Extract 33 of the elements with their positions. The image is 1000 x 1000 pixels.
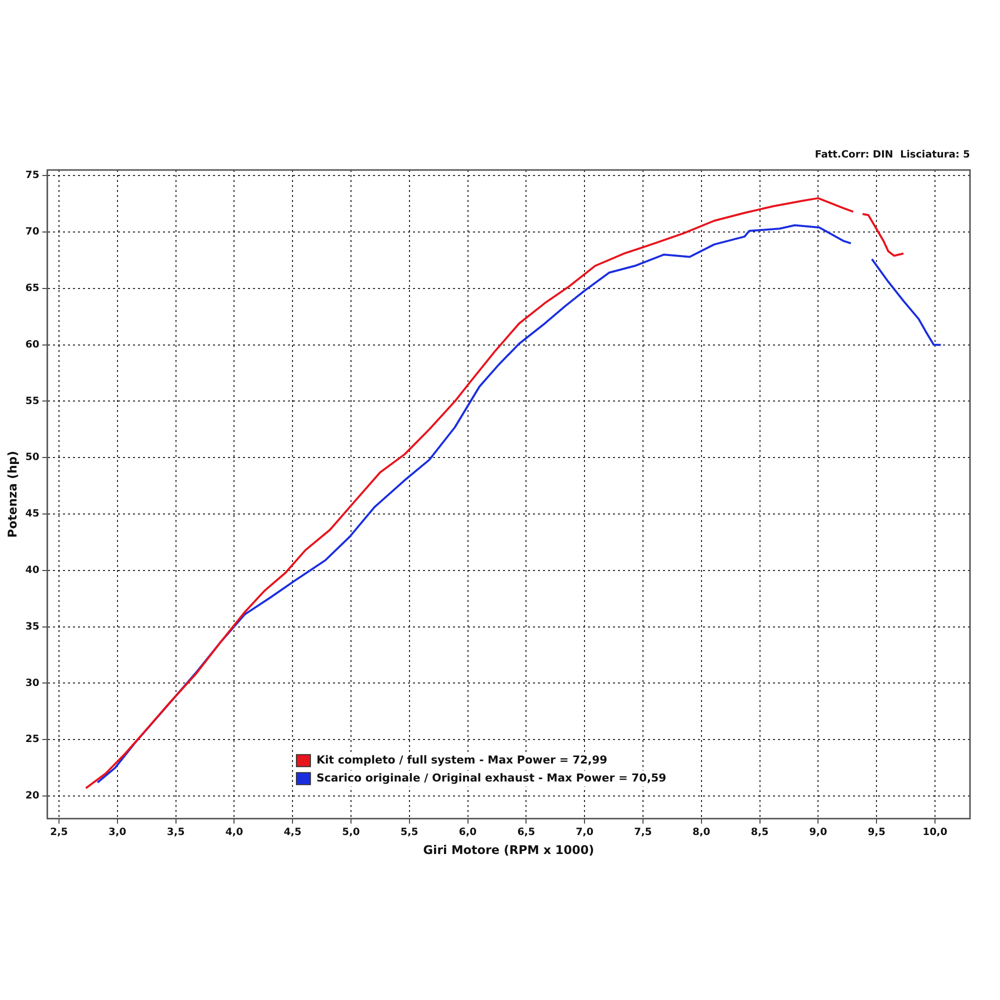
text: Fatt.Corr: DIN Lisciatura: 5: [814, 150, 970, 161]
x-axis-title: Giri Motore (RPM x 1000): [423, 842, 594, 857]
x-tick-label: 6,5: [517, 827, 536, 838]
y-tick-label: 60: [25, 339, 40, 350]
y-tick-label: 70: [25, 226, 40, 238]
x-tick-label: 2,5: [50, 827, 68, 838]
x-tick-label: 4,0: [225, 827, 244, 838]
x-tick-label: 5,5: [400, 827, 418, 838]
y-tick-label: 35: [25, 621, 40, 632]
y-tick-label: 40: [25, 565, 40, 576]
x-tick-label: 5,0: [342, 827, 360, 838]
x-tick-label: 10,0: [922, 827, 948, 838]
x-tick-label: 3,5: [166, 827, 185, 838]
legend-label: Scarico originale / Original exhaust - Max Power = 70,59: [316, 771, 666, 784]
y-tick-label: 55: [25, 396, 40, 407]
x-tick-label: 9,5: [868, 827, 886, 838]
y-tick-label: 20: [25, 790, 40, 802]
x-tick-label: 9,0: [809, 827, 828, 838]
y-tick-label: 75: [25, 170, 40, 182]
x-tick-label: 6,0: [458, 827, 477, 838]
y-axis-title: Potenza (hp): [5, 450, 20, 538]
x-tick-label: 8,0: [692, 827, 710, 838]
y-tick-label: 45: [25, 508, 40, 520]
y-tick-label: 65: [25, 283, 40, 294]
x-tick-label: 3,0: [108, 827, 126, 838]
x-tick-label: 8,5: [750, 827, 769, 838]
y-tick-label: 50: [25, 452, 40, 464]
x-tick-label: 7,5: [634, 827, 652, 838]
legend-label: Kit completo / full system - Max Power = 72,99: [316, 753, 608, 766]
y-tick-label: 30: [25, 678, 40, 689]
y-tick-label: 25: [25, 734, 40, 746]
x-tick-label: 4,5: [284, 827, 302, 838]
x-tick-label: 7,0: [576, 827, 594, 838]
